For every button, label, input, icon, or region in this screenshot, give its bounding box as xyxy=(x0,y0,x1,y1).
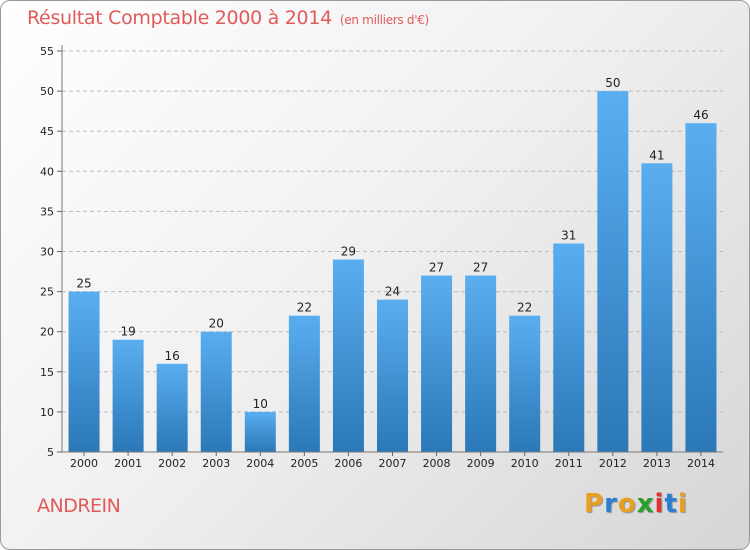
bar xyxy=(509,315,541,452)
value-label: 20 xyxy=(209,317,224,331)
x-tick-label: 2007 xyxy=(379,457,407,470)
y-tick-label: 55 xyxy=(40,45,54,58)
y-tick-label: 15 xyxy=(40,366,54,379)
chart-title: Résultat Comptable 2000 à 2014 (en millie… xyxy=(27,7,429,29)
value-label: 41 xyxy=(649,148,664,162)
bar xyxy=(332,259,364,452)
bar xyxy=(156,363,188,452)
y-tick-label: 40 xyxy=(40,165,54,178)
x-tick-label: 2004 xyxy=(246,457,274,470)
x-tick-label: 2008 xyxy=(423,457,451,470)
logo-letter: P xyxy=(584,489,605,519)
bar xyxy=(641,163,673,452)
bar xyxy=(465,275,497,452)
y-tick-label: 30 xyxy=(40,246,54,259)
y-tick-labels: 5 10 15 20 25 30 35 40 45 50 55 xyxy=(40,45,54,459)
chart-title-text: Résultat Comptable 2000 à 2014 xyxy=(27,7,332,29)
bar xyxy=(244,411,276,452)
y-tick-label: 20 xyxy=(40,326,54,339)
x-tick-label: 2010 xyxy=(511,457,539,470)
value-label: 22 xyxy=(297,301,312,315)
bar xyxy=(553,243,585,452)
logo-letter: r xyxy=(604,489,618,519)
logo-letter: i xyxy=(654,489,665,519)
axes xyxy=(57,45,723,456)
bar xyxy=(68,291,100,452)
bar xyxy=(597,91,629,452)
value-labels: 25 19 16 20 10 22 29 24 27 27 22 31 50 41 46 xyxy=(76,76,708,411)
value-label: 25 xyxy=(76,277,91,291)
x-tick-labels: 2000 2001 2002 2003 2004 2005 2006 2007 2008 2009… xyxy=(70,457,715,470)
bars xyxy=(68,91,717,453)
x-tick-label: 2006 xyxy=(334,457,362,470)
y-tick-label: 50 xyxy=(40,85,54,98)
logo-letter: o xyxy=(617,489,637,519)
x-tick-label: 2002 xyxy=(158,457,186,470)
x-tick-label: 2011 xyxy=(555,457,583,470)
y-tick-label: 35 xyxy=(40,205,54,218)
proxiti-logo: Proxiti xyxy=(584,489,688,519)
x-tick-label: 2009 xyxy=(467,457,495,470)
y-tick-label: 25 xyxy=(40,286,54,299)
bar xyxy=(421,275,453,452)
y-tick-label: 45 xyxy=(40,125,54,138)
value-label: 24 xyxy=(385,285,400,299)
town-name: ANDREIN xyxy=(37,495,121,517)
bar xyxy=(685,123,717,453)
x-tick-label: 2005 xyxy=(290,457,318,470)
x-tick-label: 2014 xyxy=(687,457,715,470)
logo-letter: t xyxy=(664,489,678,519)
logo-letter: x xyxy=(636,489,655,519)
bar xyxy=(377,299,408,452)
value-label: 27 xyxy=(429,261,444,275)
bar xyxy=(288,315,320,452)
x-tick-label: 2001 xyxy=(114,457,142,470)
x-tick-label: 2003 xyxy=(202,457,230,470)
x-tick-label: 2000 xyxy=(70,457,98,470)
bar xyxy=(112,339,144,452)
value-label: 16 xyxy=(165,349,180,363)
y-tick-label: 5 xyxy=(47,446,54,459)
logo-letter: i xyxy=(677,489,688,519)
value-label: 10 xyxy=(253,397,268,411)
value-label: 46 xyxy=(693,108,708,122)
value-label: 22 xyxy=(517,301,532,315)
bar xyxy=(200,331,232,452)
chart-subtitle: (en milliers d'€) xyxy=(339,13,429,27)
value-label: 50 xyxy=(605,76,620,90)
value-label: 19 xyxy=(120,325,135,339)
value-label: 27 xyxy=(473,261,488,275)
y-tick-label: 10 xyxy=(40,406,54,419)
x-tick-label: 2013 xyxy=(643,457,671,470)
x-tick-label: 2012 xyxy=(599,457,627,470)
value-label: 29 xyxy=(341,245,356,259)
value-label: 31 xyxy=(561,228,576,242)
